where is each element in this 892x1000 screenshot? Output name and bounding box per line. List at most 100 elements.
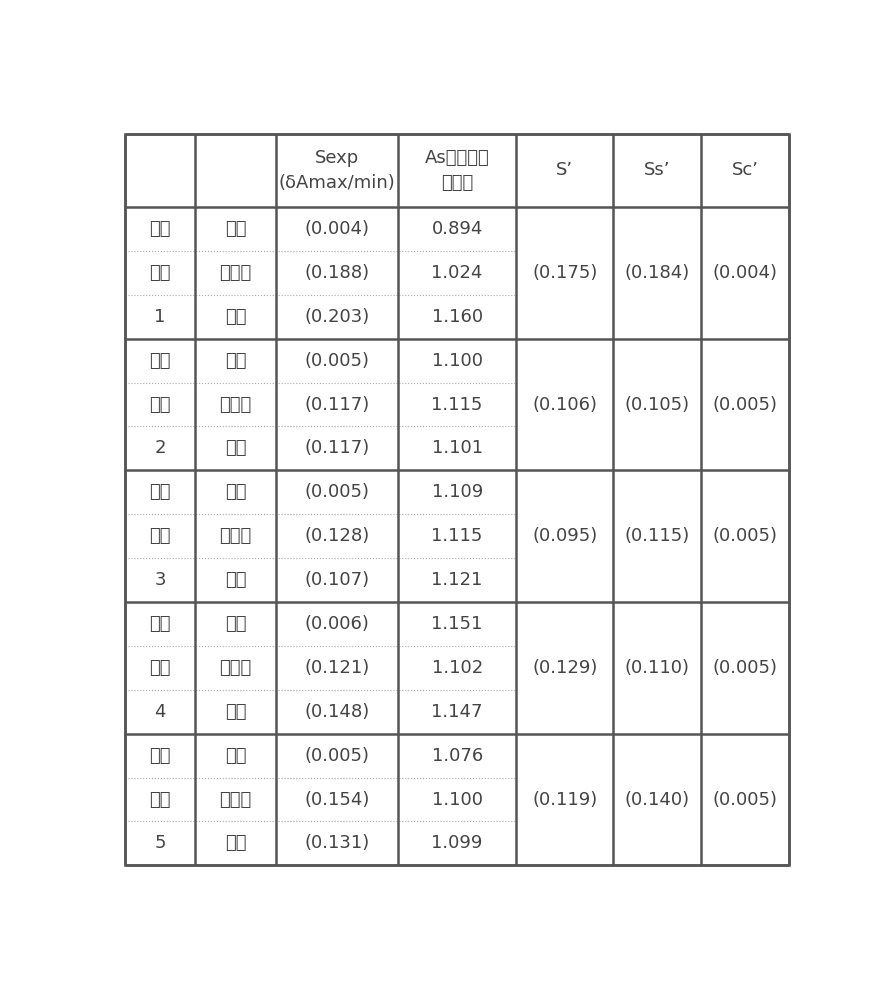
Text: 标准品: 标准品 — [219, 527, 252, 545]
Text: S’: S’ — [557, 161, 574, 179]
Text: 空白: 空白 — [225, 352, 246, 370]
Text: (0.004): (0.004) — [304, 220, 369, 238]
Text: 标准品: 标准品 — [219, 659, 252, 677]
Text: 2: 2 — [154, 439, 166, 457]
Bar — [701, 690, 789, 734]
Text: 样品: 样品 — [225, 834, 246, 852]
Bar — [398, 558, 516, 602]
Text: 1.102: 1.102 — [432, 659, 483, 677]
Text: (0.121): (0.121) — [304, 659, 369, 677]
Text: 标准品: 标准品 — [219, 791, 252, 809]
Text: 试验: 试验 — [149, 527, 171, 545]
Bar — [516, 295, 614, 339]
Bar — [701, 646, 789, 690]
Text: (0.154): (0.154) — [304, 791, 369, 809]
Bar — [516, 690, 614, 734]
Bar — [398, 295, 516, 339]
Text: (0.005): (0.005) — [304, 747, 369, 765]
Bar — [614, 339, 701, 383]
Bar — [126, 778, 194, 821]
Bar — [614, 602, 701, 646]
Bar — [516, 470, 614, 514]
Text: (0.005): (0.005) — [713, 396, 778, 414]
Bar — [701, 295, 789, 339]
Text: (0.148): (0.148) — [304, 703, 369, 721]
Bar — [194, 558, 276, 602]
Text: (0.131): (0.131) — [304, 834, 369, 852]
Bar — [614, 821, 701, 865]
Bar — [276, 602, 398, 646]
Text: (0.095): (0.095) — [533, 527, 598, 545]
Text: 1.147: 1.147 — [432, 703, 483, 721]
Bar — [614, 470, 701, 514]
Bar — [701, 426, 789, 470]
Bar — [516, 514, 614, 558]
Text: 平行: 平行 — [149, 352, 171, 370]
Bar — [276, 207, 398, 251]
Bar — [701, 514, 789, 558]
Bar — [614, 426, 701, 470]
Text: 5: 5 — [154, 834, 166, 852]
Bar — [614, 646, 701, 690]
Text: 1.115: 1.115 — [432, 396, 483, 414]
Text: (0.106): (0.106) — [533, 396, 598, 414]
Text: 1.099: 1.099 — [432, 834, 483, 852]
Bar — [276, 690, 398, 734]
Text: 样品: 样品 — [225, 308, 246, 326]
Bar — [126, 821, 194, 865]
Bar — [701, 821, 789, 865]
Bar — [126, 514, 194, 558]
Text: (0.188): (0.188) — [304, 264, 369, 282]
Bar — [276, 821, 398, 865]
Bar — [194, 295, 276, 339]
Bar — [276, 383, 398, 426]
Text: (0.005): (0.005) — [304, 483, 369, 501]
Text: 标准品: 标准品 — [219, 396, 252, 414]
Text: 标准品: 标准品 — [219, 264, 252, 282]
Text: 1: 1 — [154, 308, 166, 326]
Bar — [126, 295, 194, 339]
Text: 试验: 试验 — [149, 396, 171, 414]
Text: 空白: 空白 — [225, 220, 246, 238]
Text: (0.005): (0.005) — [713, 659, 778, 677]
Bar — [398, 383, 516, 426]
Bar — [276, 295, 398, 339]
Bar — [516, 207, 614, 251]
Text: 1.076: 1.076 — [432, 747, 483, 765]
Bar — [701, 602, 789, 646]
Bar — [516, 602, 614, 646]
Bar — [126, 646, 194, 690]
Bar — [516, 383, 614, 426]
Bar — [614, 383, 701, 426]
Text: (0.107): (0.107) — [304, 571, 369, 589]
Bar — [701, 383, 789, 426]
Bar — [398, 470, 516, 514]
Bar — [194, 470, 276, 514]
Bar — [276, 339, 398, 383]
Text: 试验: 试验 — [149, 659, 171, 677]
Text: (0.117): (0.117) — [304, 439, 369, 457]
Bar — [701, 470, 789, 514]
Text: (0.115): (0.115) — [624, 527, 690, 545]
Text: (0.110): (0.110) — [624, 659, 690, 677]
Text: 试验: 试验 — [149, 791, 171, 809]
Text: (0.117): (0.117) — [304, 396, 369, 414]
Bar — [614, 251, 701, 295]
Bar — [398, 251, 516, 295]
Text: 样品: 样品 — [225, 703, 246, 721]
Bar — [126, 690, 194, 734]
Text: Sexp
(δAmax/min): Sexp (δAmax/min) — [278, 149, 395, 192]
Bar — [614, 295, 701, 339]
Bar — [126, 383, 194, 426]
Bar — [276, 558, 398, 602]
Text: 平行: 平行 — [149, 615, 171, 633]
Bar — [126, 470, 194, 514]
Bar — [194, 426, 276, 470]
Bar — [516, 778, 614, 821]
Text: 平行: 平行 — [149, 747, 171, 765]
Text: 0.894: 0.894 — [432, 220, 483, 238]
Bar — [701, 251, 789, 295]
Bar — [276, 646, 398, 690]
Text: (0.175): (0.175) — [533, 264, 598, 282]
Bar — [194, 646, 276, 690]
